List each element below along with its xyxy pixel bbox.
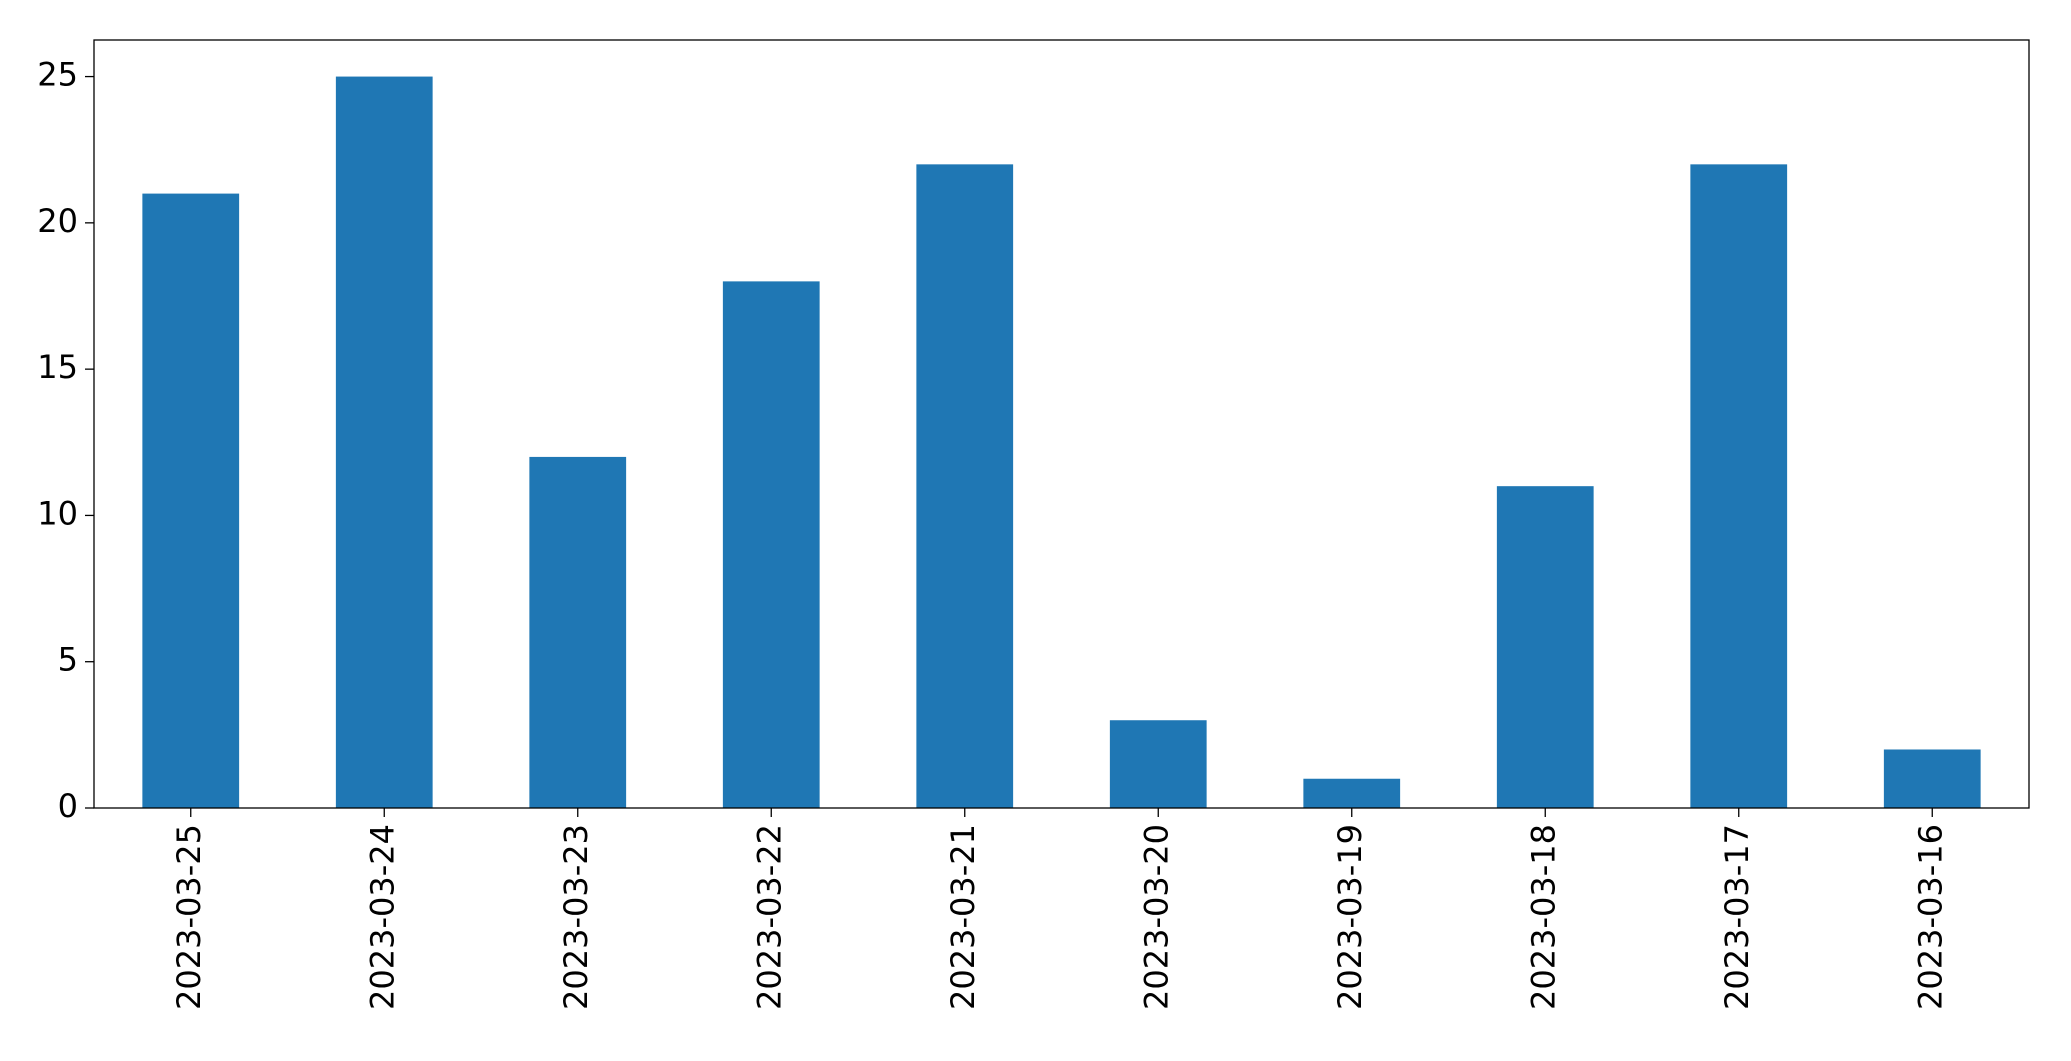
plot-frame: [93, 39, 2030, 809]
y-tick-label: 20: [37, 202, 78, 240]
bar: [1496, 486, 1594, 808]
x-tick-label: 2023-03-21: [944, 824, 982, 1010]
bar: [1690, 164, 1788, 809]
x-tick-label: 2023-03-17: [1718, 824, 1756, 1010]
y-tick-label: 10: [37, 494, 78, 532]
bar: [916, 164, 1014, 809]
x-tick-label: 2023-03-19: [1331, 824, 1369, 1010]
x-tick-label: 2023-03-24: [363, 824, 401, 1010]
y-tick-label: 25: [37, 56, 78, 94]
y-tick-label: 0: [58, 787, 78, 825]
y-tick-label: 15: [37, 348, 78, 386]
x-tick-label: 2023-03-18: [1524, 824, 1562, 1010]
x-tick-label: 2023-03-25: [170, 824, 208, 1010]
bar: [142, 193, 240, 809]
bar: [1303, 778, 1401, 808]
bar: [529, 456, 627, 808]
bar: [1883, 749, 1981, 808]
bar: [335, 76, 433, 809]
bar: [722, 281, 820, 808]
y-tick-label: 5: [58, 641, 78, 679]
x-tick-label: 2023-03-16: [1911, 824, 1949, 1010]
x-tick-label: 2023-03-23: [557, 824, 595, 1010]
x-tick-label: 2023-03-20: [1137, 824, 1175, 1010]
x-tick-label: 2023-03-22: [750, 824, 788, 1010]
bar: [1109, 720, 1207, 808]
